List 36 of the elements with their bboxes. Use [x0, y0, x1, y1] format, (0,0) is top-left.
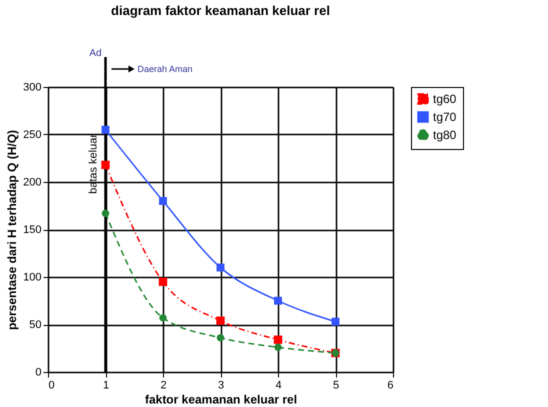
point [274, 296, 282, 305]
chart-title: diagram faktor keamanan keluar rel [111, 3, 330, 18]
x-tick-label: 0 [48, 380, 55, 392]
point [102, 126, 110, 134]
ref-line-label: Ad [89, 48, 102, 59]
point [216, 264, 224, 272]
y-axis-title: persentase dari H terhadap Q (H/Q) [5, 130, 20, 330]
point [274, 336, 282, 344]
point [159, 314, 167, 322]
legend-label: tg80 [433, 128, 457, 142]
y-tick-label: 50 [29, 319, 42, 331]
x-tick-label: 3 [218, 380, 224, 392]
point [274, 344, 282, 351]
y-tick-label: 300 [23, 82, 42, 94]
x-tick-label: 5 [332, 380, 340, 392]
x-axis-title: faktor keamanan keluar rel [144, 392, 298, 406]
point [216, 316, 225, 325]
legend-label: tg60 [433, 92, 457, 106]
x-tick-label: 4 [275, 380, 282, 392]
text: Daerah Aman [138, 64, 193, 74]
point [158, 278, 168, 286]
y-tick-label: 200 [23, 176, 42, 188]
x-tick-label: 2 [160, 380, 167, 392]
y-tick-label: 0 [35, 366, 42, 378]
annotation: batas keluar [88, 134, 100, 194]
y-tick-label: 250 [23, 129, 42, 141]
point [216, 334, 224, 342]
point [332, 318, 340, 326]
y-tick-label: 150 [23, 224, 42, 236]
legend-label: tg70 [433, 110, 457, 124]
y-tick-label: 100 [23, 272, 42, 284]
point [159, 197, 167, 205]
point [102, 210, 110, 218]
point [101, 160, 110, 170]
x-tick-label: 1 [102, 380, 110, 392]
x-tick-label: 6 [387, 380, 394, 392]
